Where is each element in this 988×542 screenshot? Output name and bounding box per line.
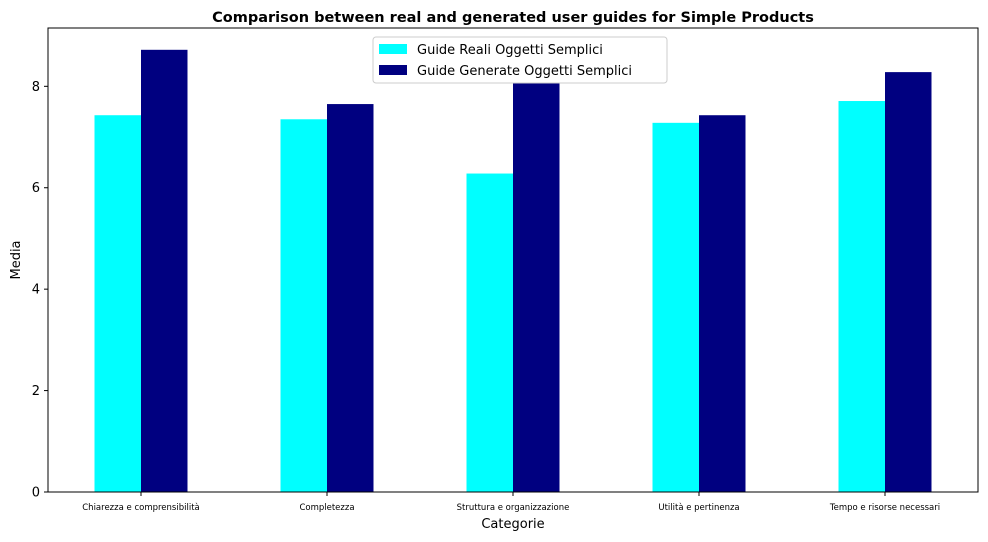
x-tick-label-4: Tempo e risorse necessari — [829, 503, 940, 513]
bar-generated-3 — [699, 115, 746, 492]
y-tick-label-3: 6 — [32, 181, 40, 196]
x-axis: Chiarezza e comprensibilità Completezza St… — [82, 492, 940, 513]
y-axis: 0 2 4 6 8 — [32, 80, 48, 501]
x-tick-label-2: Struttura e organizzazione — [457, 503, 570, 513]
y-tick-label-4: 8 — [32, 80, 40, 95]
bar-real-4 — [838, 101, 885, 492]
y-tick-label-0: 0 — [32, 486, 40, 501]
legend-label-0: Guide Reali Oggetti Semplici — [417, 43, 603, 58]
bar-generated-2 — [513, 83, 560, 492]
bar-generated-4 — [885, 72, 932, 492]
bar-generated-1 — [327, 104, 374, 492]
bar-real-1 — [280, 119, 327, 492]
x-tick-label-1: Completezza — [299, 503, 354, 513]
chart-title: Comparison between real and generated us… — [212, 10, 814, 26]
legend-swatch-1 — [379, 65, 407, 75]
y-tick-label-1: 2 — [32, 384, 40, 399]
bar-real-2 — [466, 173, 513, 492]
legend-label-1: Guide Generate Oggetti Semplici — [417, 64, 632, 79]
x-tick-label-3: Utilità e pertinenza — [658, 503, 739, 513]
legend: Guide Reali Oggetti Semplici Guide Genera… — [372, 36, 668, 84]
x-tick-label-0: Chiarezza e comprensibilità — [82, 503, 199, 513]
bar-real-0 — [94, 115, 141, 492]
x-axis-title: Categorie — [481, 517, 544, 532]
legend-box — [372, 36, 668, 84]
bar-generated-0 — [141, 49, 188, 492]
y-tick-label-2: 4 — [32, 283, 40, 298]
legend-swatch-0 — [379, 44, 407, 54]
bar-real-3 — [652, 122, 699, 492]
bars-group — [94, 49, 932, 492]
y-axis-title: Media — [9, 240, 24, 279]
